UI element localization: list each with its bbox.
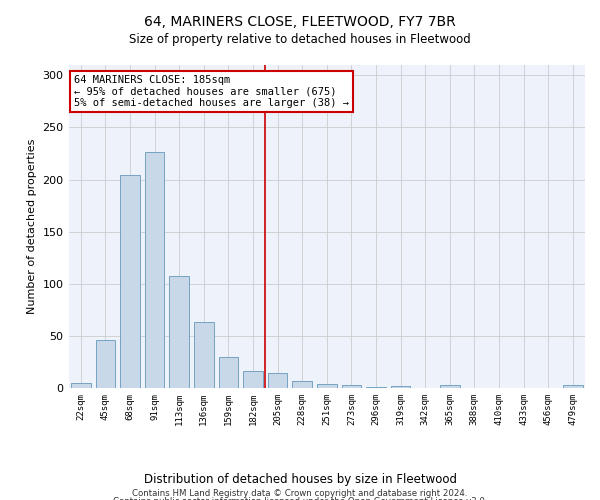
Bar — [391, 386, 410, 388]
Text: Contains HM Land Registry data © Crown copyright and database right 2024.: Contains HM Land Registry data © Crown c… — [132, 489, 468, 498]
Bar — [366, 387, 386, 388]
Text: Contains public sector information licensed under the Open Government Licence v3: Contains public sector information licen… — [113, 497, 487, 500]
Bar — [169, 276, 189, 388]
Bar — [268, 374, 287, 388]
Text: 64, MARINERS CLOSE, FLEETWOOD, FY7 7BR: 64, MARINERS CLOSE, FLEETWOOD, FY7 7BR — [144, 15, 456, 29]
Text: Size of property relative to detached houses in Fleetwood: Size of property relative to detached ho… — [129, 32, 471, 46]
Text: 64 MARINERS CLOSE: 185sqm
← 95% of detached houses are smaller (675)
5% of semi-: 64 MARINERS CLOSE: 185sqm ← 95% of detac… — [74, 74, 349, 108]
Bar — [71, 382, 91, 388]
Bar — [95, 340, 115, 388]
Bar — [243, 371, 263, 388]
Text: Distribution of detached houses by size in Fleetwood: Distribution of detached houses by size … — [143, 472, 457, 486]
Bar — [194, 322, 214, 388]
Y-axis label: Number of detached properties: Number of detached properties — [27, 139, 37, 314]
Bar — [145, 152, 164, 388]
Bar — [317, 384, 337, 388]
Bar — [563, 385, 583, 388]
Bar — [292, 380, 312, 388]
Bar — [440, 385, 460, 388]
Bar — [120, 176, 140, 388]
Bar — [341, 385, 361, 388]
Bar — [218, 356, 238, 388]
